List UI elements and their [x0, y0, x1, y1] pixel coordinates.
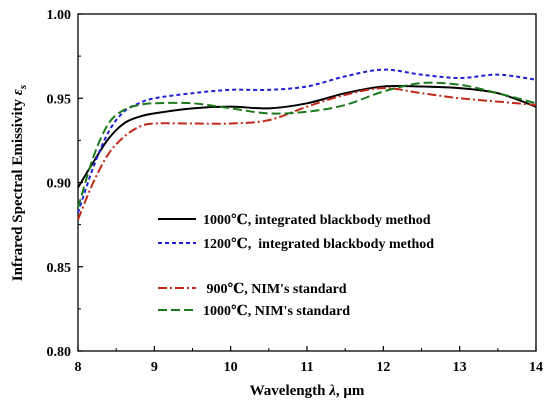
x-tick-label: 11 [300, 360, 313, 375]
legend-label-3: 900℃, NIM's standard [203, 282, 347, 297]
series-line-1 [77, 84, 537, 189]
legend-label-2: 1200℃, integrated blackbody method [203, 237, 434, 252]
x-tick-label: 14 [529, 360, 543, 375]
axis-ticks: 8 9 10 11 12 13 14 0.80 0.85 0.90 0.95 1.00 [47, 8, 544, 375]
y-axis-title: Infrared Spectral Emissivity εs [10, 85, 29, 281]
x-tick-label: 9 [151, 360, 158, 375]
y-tick-label: 0.85 [47, 261, 72, 276]
x-tick-label: 12 [376, 360, 390, 375]
series-line-4 [77, 81, 537, 209]
legend-label-4: 1000℃, NIM's standard [203, 304, 350, 319]
series-line-2 [77, 68, 537, 214]
x-tick-label: 10 [224, 360, 238, 375]
y-tick-label: 1.00 [47, 8, 72, 23]
x-axis-title: Wavelength λ, μm [250, 383, 365, 399]
legend-label-1: 1000℃, integrated blackbody method [203, 213, 431, 228]
x-tick-label: 13 [453, 360, 467, 375]
x-tick-label: 8 [75, 360, 82, 375]
series-lines [77, 68, 537, 220]
y-tick-label: 0.90 [47, 177, 72, 192]
legend: 1000℃, integrated blackbody method 1200℃,… [158, 213, 434, 319]
y-tick-label: 0.95 [47, 92, 72, 107]
plot-frame [77, 13, 537, 352]
y-tick-label: 0.80 [47, 345, 72, 360]
series-line-3 [77, 87, 537, 220]
